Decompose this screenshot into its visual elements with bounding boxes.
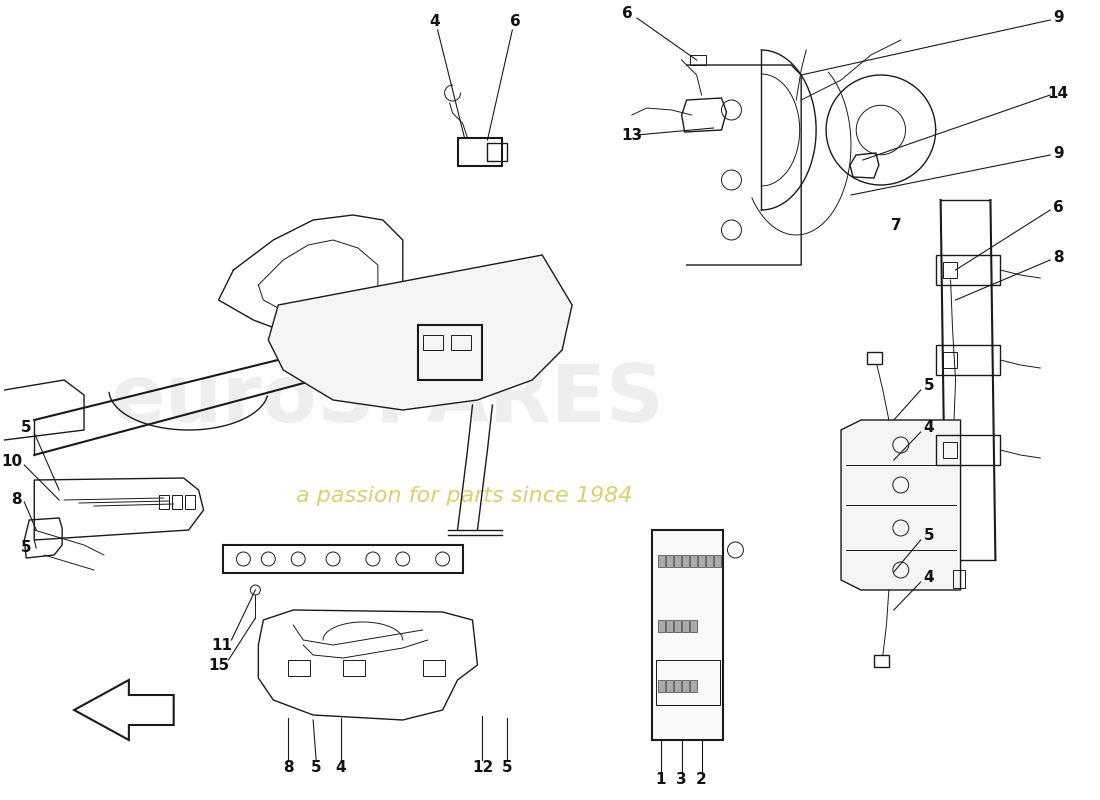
Bar — [867, 352, 882, 364]
Bar — [673, 620, 681, 632]
Polygon shape — [842, 420, 960, 590]
Text: 12: 12 — [472, 761, 493, 775]
Bar — [690, 55, 705, 65]
Bar — [185, 495, 195, 509]
Bar — [288, 660, 310, 676]
Bar — [223, 545, 462, 573]
Bar — [943, 442, 957, 458]
Polygon shape — [74, 680, 174, 740]
Text: euroSPARES: euroSPARES — [111, 361, 664, 439]
Text: 4: 4 — [336, 761, 346, 775]
Text: 5: 5 — [923, 527, 934, 542]
Bar — [172, 495, 182, 509]
Bar — [652, 530, 724, 740]
Bar — [697, 555, 705, 567]
Text: 4: 4 — [923, 421, 934, 435]
Bar — [705, 555, 713, 567]
Text: 6: 6 — [510, 14, 520, 30]
Text: 5: 5 — [502, 761, 513, 775]
Text: 10: 10 — [2, 454, 23, 470]
Text: 5: 5 — [21, 541, 32, 555]
Bar — [936, 345, 1000, 375]
Text: 5: 5 — [311, 761, 321, 775]
Polygon shape — [268, 255, 572, 410]
Text: 8: 8 — [283, 761, 294, 775]
Bar — [658, 680, 664, 692]
Bar — [682, 680, 689, 692]
Text: 6: 6 — [621, 6, 632, 22]
Bar — [673, 555, 681, 567]
Text: 5: 5 — [923, 378, 934, 393]
Text: a passion for parts since 1984: a passion for parts since 1984 — [296, 486, 632, 506]
Bar — [943, 262, 957, 278]
Text: 2: 2 — [696, 771, 707, 786]
Text: 9: 9 — [1053, 10, 1064, 26]
Bar — [422, 660, 444, 676]
Text: 15: 15 — [208, 658, 229, 674]
Bar — [936, 255, 1000, 285]
Bar — [343, 660, 365, 676]
Text: 8: 8 — [11, 493, 22, 507]
Bar — [690, 680, 696, 692]
Bar — [658, 620, 664, 632]
Bar — [451, 335, 471, 350]
Bar — [658, 555, 664, 567]
Text: 13: 13 — [621, 127, 642, 142]
Text: 7: 7 — [891, 218, 901, 233]
Bar — [673, 680, 681, 692]
Bar — [953, 570, 965, 588]
Bar — [422, 335, 442, 350]
Bar — [943, 352, 957, 368]
Bar — [666, 620, 673, 632]
Bar — [418, 325, 483, 380]
Bar — [682, 620, 689, 632]
Bar — [487, 143, 507, 161]
Text: 4: 4 — [429, 14, 440, 30]
Text: 9: 9 — [1053, 146, 1064, 161]
Bar — [656, 660, 719, 705]
Bar — [690, 620, 696, 632]
Bar — [666, 555, 673, 567]
Bar — [666, 680, 673, 692]
Bar — [158, 495, 168, 509]
Bar — [690, 555, 696, 567]
Text: 3: 3 — [676, 771, 688, 786]
Text: 5: 5 — [21, 421, 32, 435]
Text: 11: 11 — [211, 638, 232, 653]
Bar — [458, 138, 503, 166]
Bar — [682, 555, 689, 567]
Bar — [874, 655, 890, 667]
Bar — [714, 555, 720, 567]
Text: 14: 14 — [1047, 86, 1069, 101]
Text: 8: 8 — [1053, 250, 1064, 266]
Text: 4: 4 — [923, 570, 934, 586]
Text: 6: 6 — [1053, 201, 1064, 215]
Bar — [936, 435, 1000, 465]
Text: 1: 1 — [656, 771, 666, 786]
